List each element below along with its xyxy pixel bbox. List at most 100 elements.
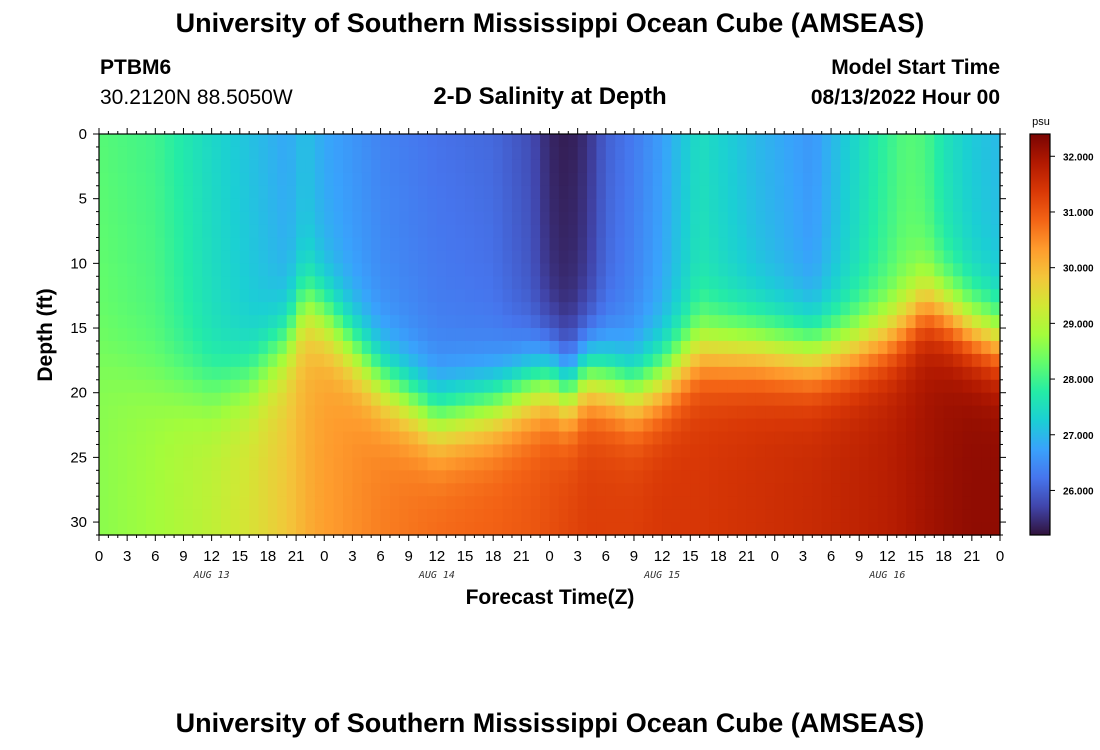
heatmap-cell [239, 366, 250, 381]
heatmap-cell [127, 379, 138, 394]
heatmap-cell [474, 134, 485, 148]
heatmap-cell [521, 431, 532, 446]
heatmap-cell [774, 366, 785, 381]
heatmap-cell [408, 302, 419, 316]
heatmap-cell [136, 418, 147, 433]
heatmap-cell [784, 302, 795, 316]
heatmap-cell [727, 470, 738, 484]
heatmap-cell [953, 328, 964, 342]
heatmap-cell [361, 418, 372, 433]
heatmap-cell [530, 250, 541, 264]
heatmap-cell [821, 276, 832, 290]
heatmap-cell [765, 172, 776, 187]
heatmap-cell [399, 457, 410, 471]
heatmap-cell [502, 431, 513, 446]
heatmap-cell [568, 457, 579, 471]
heatmap-cell [633, 483, 644, 497]
heatmap-cell [624, 211, 635, 226]
heatmap-cell [427, 289, 438, 303]
heatmap-cell [849, 444, 860, 458]
heatmap-cell [981, 405, 992, 420]
heatmap-cell [277, 392, 288, 407]
heatmap-cell [624, 134, 635, 148]
heatmap-cell [558, 457, 569, 471]
heatmap-cell [690, 379, 701, 394]
heatmap-cell [746, 522, 757, 536]
heatmap-cell [755, 315, 766, 329]
heatmap-cell [521, 328, 532, 342]
heatmap-cell [605, 366, 616, 381]
heatmap-cell [633, 146, 644, 161]
heatmap-cell [127, 185, 138, 200]
heatmap-cell [174, 224, 185, 239]
heatmap-cell [211, 134, 222, 148]
heatmap-cell [380, 198, 391, 213]
heatmap-cell [399, 379, 410, 394]
heatmap-cell [230, 483, 241, 497]
heatmap-cell [774, 211, 785, 226]
heatmap-cell [314, 237, 325, 252]
heatmap-cell [267, 366, 278, 381]
heatmap-cell [352, 250, 363, 264]
heatmap-cell [671, 496, 682, 510]
heatmap-cell [737, 224, 748, 239]
heatmap-cell [155, 340, 166, 355]
heatmap-cell [953, 250, 964, 264]
heatmap-cell [662, 470, 673, 484]
heatmap-cell [633, 198, 644, 213]
heatmap-cell [605, 159, 616, 174]
heatmap-cell [718, 379, 729, 394]
heatmap-cell [483, 509, 494, 523]
heatmap-cell [934, 185, 945, 200]
heatmap-cell [755, 379, 766, 394]
heatmap-cell [314, 146, 325, 161]
heatmap-cell [793, 263, 804, 277]
heatmap-cell [389, 263, 400, 277]
heatmap-cell [812, 198, 823, 213]
heatmap-cell [755, 185, 766, 200]
heatmap-cell [136, 340, 147, 355]
heatmap-cell [455, 315, 466, 329]
heatmap-cell [943, 159, 954, 174]
heatmap-cell [380, 496, 391, 510]
heatmap-cell [821, 134, 832, 148]
heatmap-cell [267, 276, 278, 290]
heatmap-cell [718, 134, 729, 148]
heatmap-cell [521, 211, 532, 226]
heatmap-cell [840, 134, 851, 148]
heatmap-cell [831, 263, 842, 277]
heatmap-cell [727, 328, 738, 342]
heatmap-cell [558, 250, 569, 264]
heatmap-cell [568, 276, 579, 290]
heatmap-cell [699, 211, 710, 226]
heatmap-cell [924, 276, 935, 290]
heatmap-cell [99, 224, 109, 239]
heatmap-cell [530, 509, 541, 523]
heatmap-cell [418, 470, 429, 484]
heatmap-cell [221, 470, 231, 484]
heatmap-cell [380, 185, 391, 200]
heatmap-cell [408, 444, 419, 458]
heatmap-cell [746, 172, 757, 187]
heatmap-cell [145, 366, 156, 381]
heatmap-cell [183, 250, 194, 264]
heatmap-cell [474, 328, 485, 342]
heatmap-cell [962, 496, 973, 510]
heatmap-cell [408, 328, 419, 342]
heatmap-cell [249, 315, 260, 329]
heatmap-cell [211, 302, 222, 316]
heatmap-cell [849, 353, 860, 368]
heatmap-cell [812, 483, 823, 497]
heatmap-cell [493, 276, 504, 290]
heatmap-cell [521, 353, 532, 368]
heatmap-cell [802, 237, 813, 252]
x-tick-label: 21 [964, 548, 981, 565]
heatmap-cell [436, 509, 447, 523]
heatmap-cell [136, 159, 147, 174]
heatmap-cell [812, 276, 823, 290]
heatmap-cell [249, 483, 260, 497]
heatmap-cell [877, 431, 888, 446]
heatmap-cell [155, 237, 166, 252]
heatmap-cell [511, 185, 522, 200]
heatmap-cell [389, 431, 400, 446]
